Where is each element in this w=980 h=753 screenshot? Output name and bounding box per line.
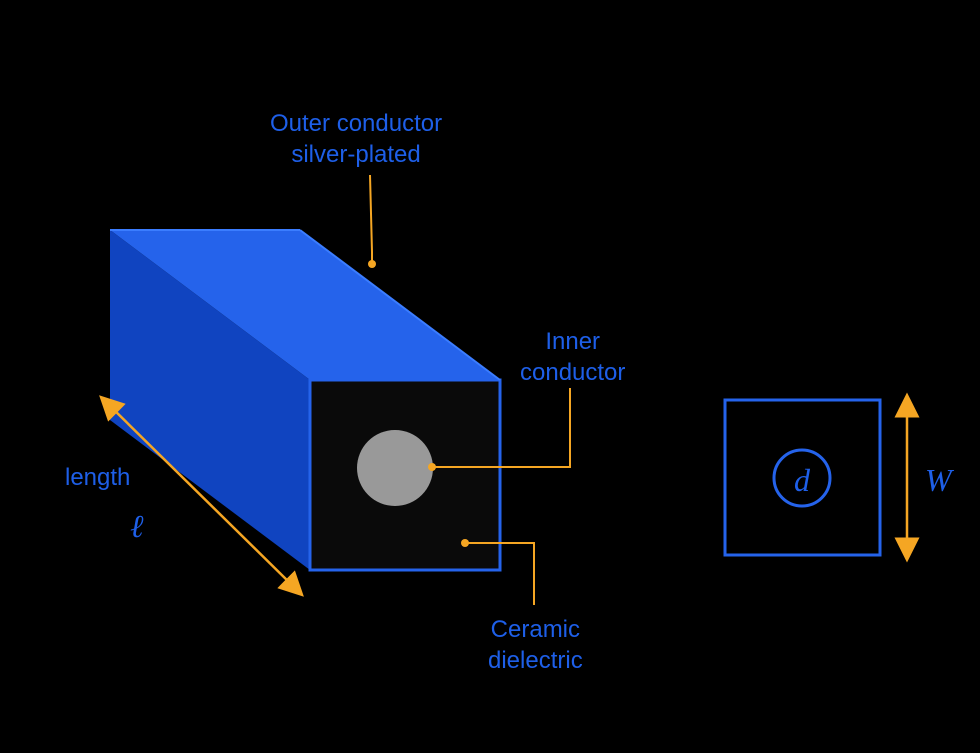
- diameter-symbol: d: [794, 460, 810, 502]
- ceramic-label: Ceramic dielectric: [488, 614, 583, 676]
- width-symbol: W: [925, 460, 952, 502]
- outer-conductor-leader: [370, 175, 372, 264]
- length-label: length: [65, 462, 130, 493]
- coaxial-resonator-diagram: Outer conductor silver-plated Inner cond…: [0, 0, 980, 753]
- inner-conductor-circle: [357, 430, 433, 506]
- length-symbol: ℓ: [130, 506, 143, 548]
- outer-conductor-label: Outer conductor silver-plated: [270, 108, 442, 170]
- inner-conductor-label: Inner conductor: [520, 326, 625, 388]
